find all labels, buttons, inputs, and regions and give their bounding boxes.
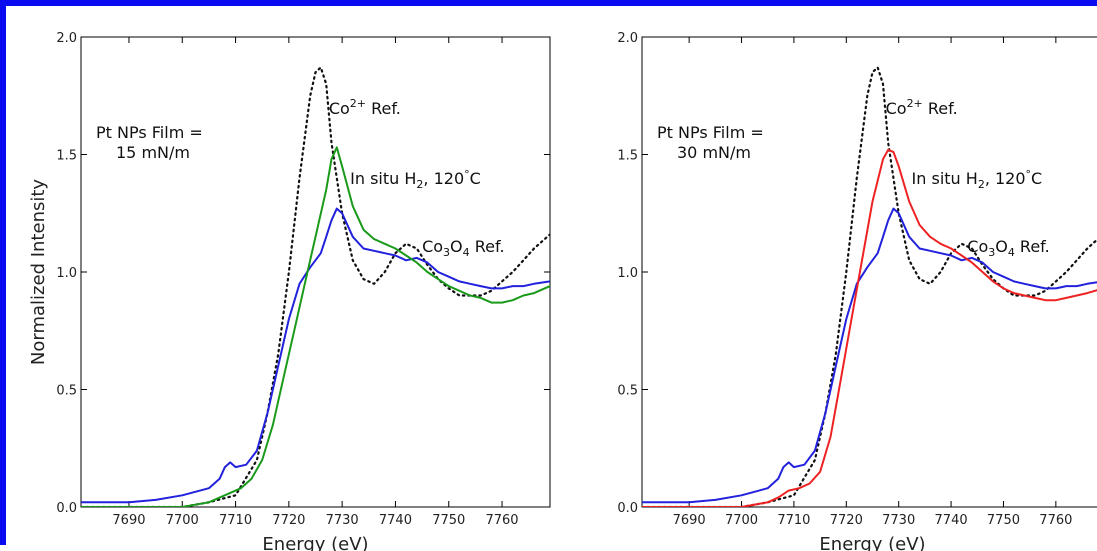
y-tick-label: 0.5: [56, 384, 77, 399]
y-tick-label: 1.5: [56, 149, 77, 164]
x-tick-label: 7740: [935, 513, 968, 528]
series-line-co3o4-ref: [81, 207, 550, 504]
x-tick-label: 7750: [987, 513, 1020, 528]
x-tick-label: 7710: [777, 513, 810, 528]
co3o4-ref-annotation: Co3O4 Ref.: [422, 237, 504, 259]
series-line-co3o4-ref: [642, 207, 1097, 504]
plot-area: [80, 36, 551, 508]
x-axis-label: Energy (eV): [262, 534, 368, 551]
chart-panel-2: 0.0 0.5 1.0 1.5 2.0 7690 7700 7710 7720 7730 7740 7…: [617, 31, 1097, 551]
x-tick-label: 7720: [830, 513, 863, 528]
in-situ-annotation: In situ H2, 120°C: [912, 168, 1043, 191]
y-tick-label: 2.0: [56, 31, 77, 46]
x-tick-label: 7740: [379, 513, 412, 528]
x-axis-label: Energy (eV): [819, 534, 925, 551]
series-line-co2-ref: [642, 66, 1097, 507]
film-label-line-1: Pt NPs Film =: [657, 123, 764, 142]
y-tick-label: 0.5: [617, 384, 638, 399]
series-line-in-situ: [81, 146, 550, 507]
x-tick-label: 7760: [485, 513, 518, 528]
series-group: [642, 66, 1097, 507]
x-tick-label: 7700: [725, 513, 758, 528]
series-line-co2-ref: [81, 66, 550, 507]
x-tick-label: 7710: [219, 513, 252, 528]
series-group: [81, 66, 550, 507]
y-tick-label: 1.5: [617, 149, 638, 164]
y-tick-label: 2.0: [617, 31, 638, 46]
x-tick-label: 7730: [326, 513, 359, 528]
film-label-line-2: 15 mN/m: [116, 143, 190, 162]
film-label-line-2: 30 mN/m: [677, 143, 751, 162]
x-tick-label: 7720: [272, 513, 305, 528]
chart-panel-1: 0.0 0.5 1.0 1.5 2.0 7690 7700 7710 7720 7730 7740 7…: [28, 31, 551, 551]
x-tick-label: 7760: [1039, 513, 1072, 528]
figure-svg: 0.0 0.5 1.0 1.5 2.0 7690 7700 7710 7720 7730 7740 7…: [28, 31, 1097, 551]
y-tick-label: 0.0: [56, 501, 77, 516]
y-tick-label: 1.0: [56, 266, 77, 281]
in-situ-annotation: In situ H2, 120°C: [350, 168, 481, 191]
plot-area: [641, 36, 1097, 508]
y-tick-label: 0.0: [617, 501, 638, 516]
x-tick-label: 7690: [673, 513, 706, 528]
series-line-in-situ: [642, 148, 1097, 507]
co2-ref-annotation: Co2+ Ref.: [329, 97, 401, 118]
x-tick-label: 7750: [432, 513, 465, 528]
co3o4-ref-annotation: Co3O4 Ref.: [967, 237, 1049, 259]
x-tick-label: 7730: [882, 513, 915, 528]
x-tick-label: 7690: [112, 513, 145, 528]
y-axis-label: Normalized Intensity: [28, 179, 49, 365]
y-tick-label: 1.0: [617, 266, 638, 281]
x-tick-label: 7700: [166, 513, 199, 528]
film-label-line-1: Pt NPs Film =: [96, 123, 203, 142]
co2-ref-annotation: Co2+ Ref.: [886, 97, 958, 118]
